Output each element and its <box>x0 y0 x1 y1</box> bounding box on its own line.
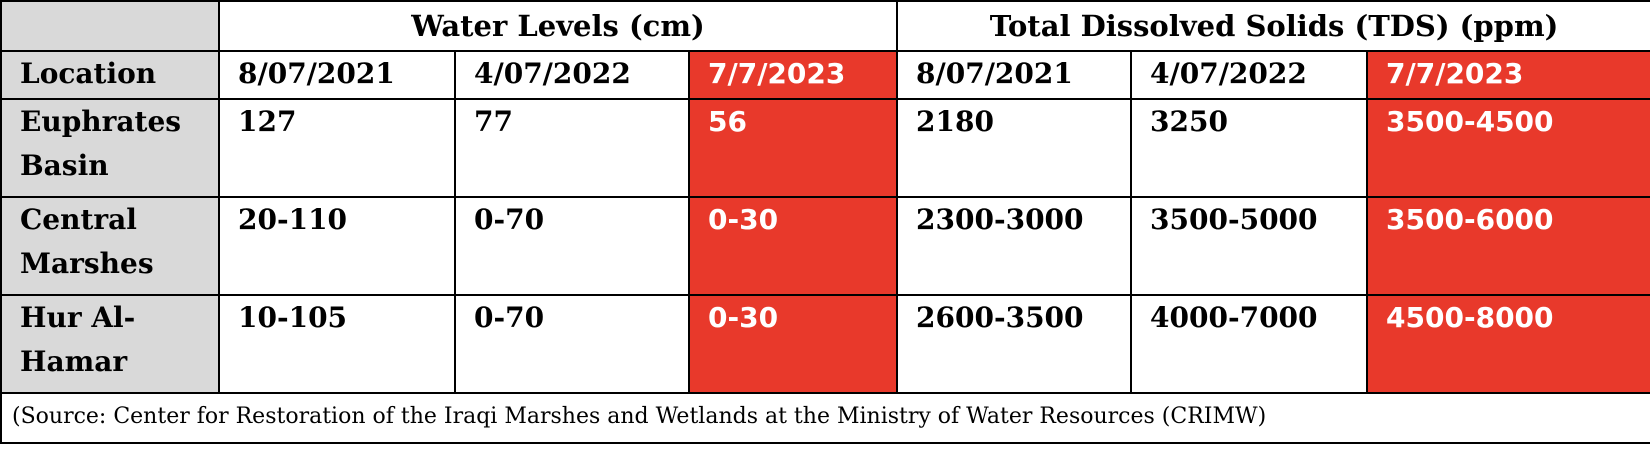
data-cell: 127 <box>218 98 456 198</box>
data-cell: 0-70 <box>454 196 690 296</box>
location-cell: Euphrates Basin <box>0 98 220 198</box>
highlight-cell: 3500-4500 <box>1366 98 1650 198</box>
highlight-cell: 3500-6000 <box>1366 196 1650 296</box>
location-column-header: Location <box>0 50 220 100</box>
data-cell: 3500-5000 <box>1130 196 1369 296</box>
tds-2023-value: 4500-8000 <box>1386 301 1554 334</box>
data-cell: 77 <box>454 98 690 198</box>
source-note: (Source: Center for Restoration of the I… <box>0 392 1650 444</box>
source-row: (Source: Center for Restoration of the I… <box>0 392 1650 444</box>
tds-2021-column-header: 8/07/2021 <box>896 50 1133 100</box>
data-cell: 0-70 <box>454 294 690 394</box>
water-levels-header: Water Levels (cm) <box>217 0 899 52</box>
data-cell: 2180 <box>896 98 1133 198</box>
data-cell: 10-105 <box>218 294 456 394</box>
table-row: Hur Al-Hamar 10-105 0-70 0-30 2600-3500 … <box>0 294 1650 394</box>
tds-2022-column-header: 4/07/2022 <box>1130 50 1369 100</box>
highlight-cell: 4500-8000 <box>1366 294 1650 394</box>
tds-2023-value: 3500-4500 <box>1386 105 1554 138</box>
wl-2021-column-header: 8/07/2021 <box>218 50 456 100</box>
location-cell: Central Marshes <box>0 196 220 296</box>
tds-header: Total Dissolved Solids (TDS) (ppm) <box>896 0 1650 52</box>
corner-cell <box>0 0 220 52</box>
data-cell: 4000-7000 <box>1130 294 1369 394</box>
marsh-data-table: Water Levels (cm) Total Dissolved Solids… <box>0 0 1650 444</box>
highlight-cell: 56 <box>687 98 899 198</box>
table-row: Euphrates Basin 127 77 56 2180 3250 3500… <box>0 98 1650 198</box>
data-cell: 20-110 <box>218 196 456 296</box>
data-cell: 3250 <box>1130 98 1369 198</box>
location-cell: Hur Al-Hamar <box>0 294 220 394</box>
table-row: Central Marshes 20-110 0-70 0-30 2300-30… <box>0 196 1650 296</box>
tds-2023-value: 3500-6000 <box>1386 203 1554 236</box>
wl-2023-column-header: 7/7/2023 <box>687 50 899 100</box>
wl-2022-column-header: 4/07/2022 <box>454 50 690 100</box>
data-cell: 2300-3000 <box>896 196 1133 296</box>
data-cell: 2600-3500 <box>896 294 1133 394</box>
tds-2023-column-header: 7/7/2023 <box>1366 50 1650 100</box>
group-header-row: Water Levels (cm) Total Dissolved Solids… <box>0 0 1650 52</box>
column-header-row: Location 8/07/2021 4/07/2022 7/7/2023 8/… <box>0 50 1650 100</box>
highlight-cell: 0-30 <box>687 196 899 296</box>
highlight-cell: 0-30 <box>687 294 899 394</box>
